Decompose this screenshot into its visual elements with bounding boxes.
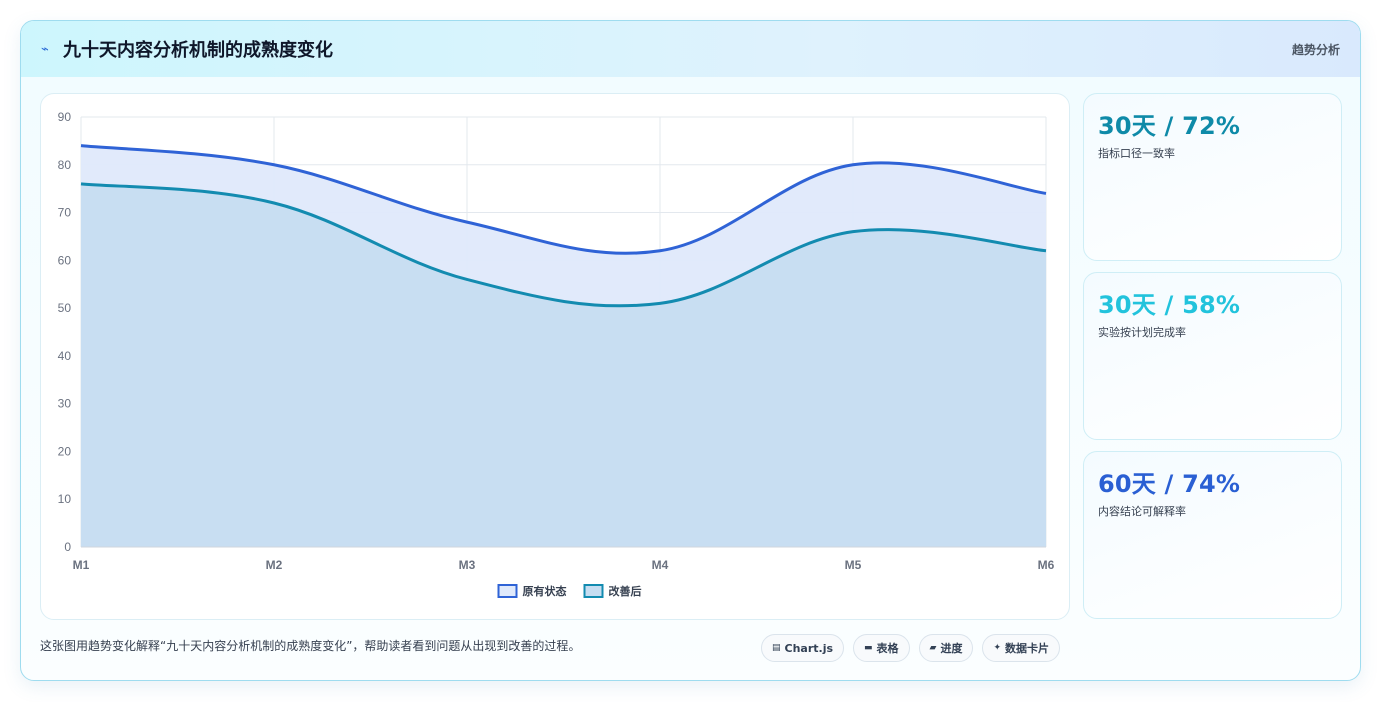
y-tick-label: 60 [58, 253, 72, 267]
chip-label: 数据卡片 [1005, 642, 1050, 655]
series-line-1 [80, 182, 1047, 308]
y-tick-label: 0 [64, 540, 71, 554]
card-header: ⌁ 九十天内容分析机制的成熟度变化 趋势分析 [21, 21, 1360, 77]
legend-swatch [497, 584, 518, 598]
legend-label: 原有状态 [523, 584, 567, 598]
x-tick-label: M3 [459, 558, 476, 572]
chip-progress[interactable]: ▰ 进度 [918, 634, 974, 662]
stat-card-consistency: 30天 / 72% 指标口径一致率 [1083, 93, 1342, 261]
legend-label: 改善后 [609, 584, 642, 598]
x-tick-label: M2 [266, 558, 283, 572]
x-tick-label: M1 [73, 558, 90, 572]
y-tick-label: 40 [58, 349, 72, 363]
chart-caption: 这张图用趋势变化解释“九十天内容分析机制的成熟度变化”，帮助读者看到问题从出现到… [40, 639, 581, 653]
page-title: 九十天内容分析机制的成熟度变化 [63, 40, 333, 61]
trend-icon: ⌁ [41, 41, 49, 57]
area-chart: 0 10 20 30 40 50 60 70 80 90 M1 M2 M3 M4 M5 M6 原有状态 改善后 [58, 110, 1055, 598]
progress-icon: ▰ [929, 643, 937, 653]
dashboard-card: ⌁ 九十天内容分析机制的成熟度变化 趋势分析 0 10 20 30 40 50 60 70 80… [20, 20, 1361, 681]
sparkle-icon: ✦ [993, 643, 1002, 653]
series-line-0 [80, 144, 1047, 255]
chip-label: 表格 [876, 642, 899, 655]
chip-data-card[interactable]: ✦ 数据卡片 [982, 634, 1061, 662]
stat-value: 30天 / 72% [1098, 112, 1241, 140]
stat-value: 60天 / 74% [1098, 470, 1241, 498]
x-tick-label: M4 [652, 558, 669, 572]
stat-value: 30天 / 58% [1098, 291, 1241, 319]
stat-label: 实验按计划完成率 [1098, 326, 1186, 339]
y-tick-label: 70 [58, 206, 72, 220]
title-group: ⌁ 九十天内容分析机制的成熟度变化 [41, 36, 333, 62]
x-tick-label: M5 [845, 558, 862, 572]
legend-swatch [583, 584, 604, 598]
tech-chips: ▤ Chart.js ▬ 表格 ▰ 进度 ✦ 数据卡片 [761, 634, 1061, 662]
y-tick-label: 90 [58, 110, 72, 124]
x-tick-label: M6 [1038, 558, 1055, 572]
stat-label: 指标口径一致率 [1098, 147, 1175, 160]
table-icon: ▬ [864, 643, 873, 653]
stat-card-explainability: 60天 / 74% 内容结论可解释率 [1083, 451, 1342, 619]
stat-label: 内容结论可解释率 [1098, 505, 1186, 518]
series-area-1 [81, 183, 1046, 547]
y-tick-label: 50 [58, 301, 72, 315]
y-tick-label: 10 [58, 492, 72, 506]
y-tick-label: 80 [58, 158, 72, 172]
chart-panel: 0 10 20 30 40 50 60 70 80 90 M1 M2 M3 M4 M5 M6 原有状态 改善后 [40, 93, 1070, 620]
chart-icon: ▤ [772, 643, 781, 653]
chip-chartjs[interactable]: ▤ Chart.js [761, 634, 845, 662]
y-tick-label: 20 [58, 444, 72, 458]
chip-label: Chart.js [784, 641, 834, 655]
stat-card-experiment: 30天 / 58% 实验按计划完成率 [1083, 272, 1342, 440]
category-tag: 趋势分析 [1291, 42, 1340, 57]
chip-table[interactable]: ▬ 表格 [853, 634, 910, 662]
chip-label: 进度 [940, 642, 963, 655]
y-tick-label: 30 [58, 397, 72, 411]
